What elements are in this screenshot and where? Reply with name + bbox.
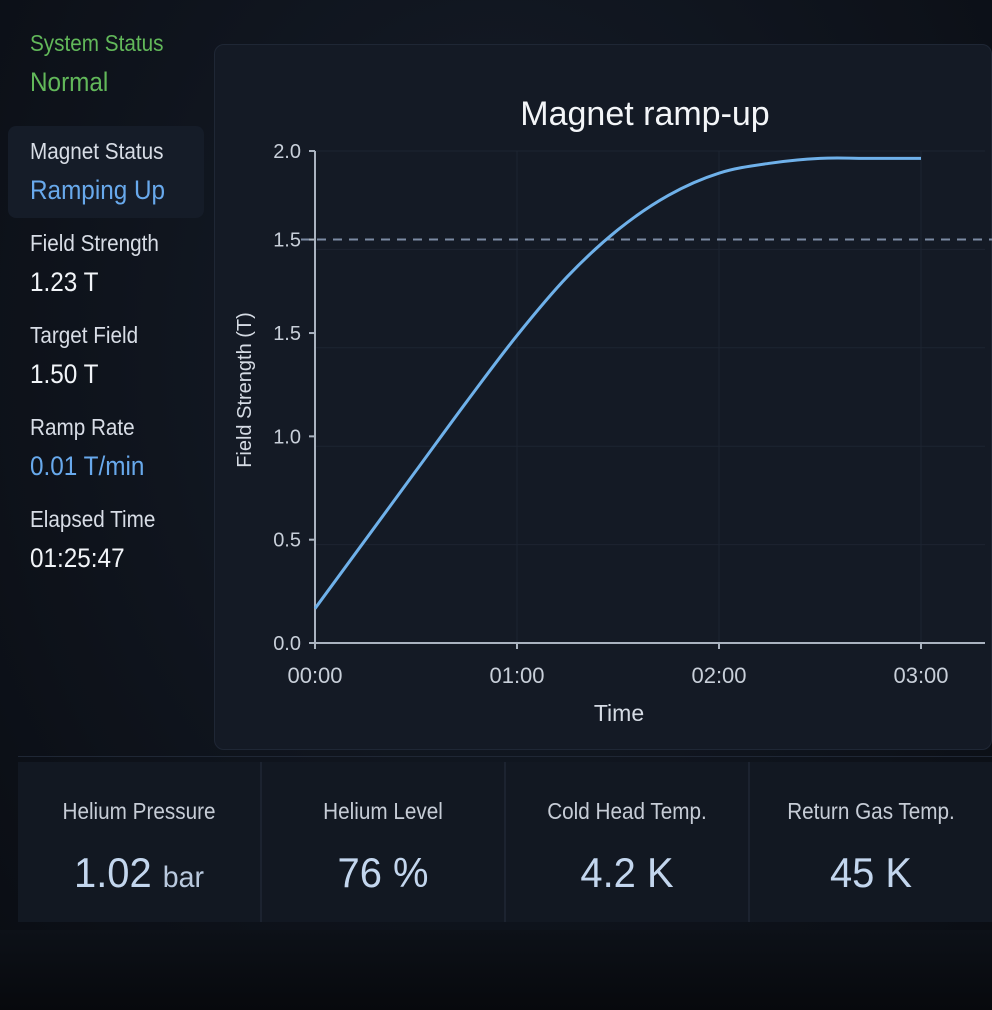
target-field-value: 1.50 T [30, 359, 99, 389]
field-strength-value: 1.23 T [30, 267, 99, 297]
y-tick-labels: 0.0 0.5 1.0 1.5 1.5 2.0 [273, 141, 315, 655]
y-tick-label: 1.5 [273, 230, 301, 252]
field-strength: Field Strength 1.23 T [8, 218, 204, 310]
screen-bezel [0, 930, 992, 1010]
magnet-status-value: Ramping Up [30, 175, 166, 205]
x-tick-labels: 00:00 01:00 02:00 03:00 [287, 643, 949, 688]
y-tick-label: 1.0 [273, 426, 301, 448]
target-field-label: Target Field [30, 322, 139, 348]
helium-pressure-card: Helium Pressure 1.02 bar [18, 762, 262, 922]
y-tick-label: 1.5 [273, 323, 301, 345]
section-divider [18, 756, 992, 757]
system-status: System Status Normal [8, 30, 204, 122]
y-tick-label: 2.0 [273, 141, 301, 163]
chart-title: Magnet ramp-up [520, 95, 769, 133]
y-tick-label: 0.0 [273, 633, 301, 655]
elapsed-time: Elapsed Time 01:25:47 [8, 494, 204, 586]
x-axis-label: Time [594, 700, 644, 726]
y-axis-label: Field Strength (T) [234, 312, 256, 468]
field-strength-label: Field Strength [30, 230, 159, 256]
ramp-rate: Ramp Rate 0.01 T/min [8, 402, 204, 494]
cold-head-temp-label: Cold Head Temp. [547, 798, 707, 824]
system-status-label: System Status [30, 30, 164, 56]
y-tick-label: 0.5 [273, 530, 301, 552]
return-gas-temp-label: Return Gas Temp. [787, 798, 955, 824]
elapsed-time-label: Elapsed Time [30, 506, 156, 532]
x-tick-label: 02:00 [691, 663, 746, 688]
x-tick-label: 01:00 [489, 663, 544, 688]
return-gas-temp-card: Return Gas Temp. 45 K [750, 762, 992, 922]
helium-pressure-value-wrap: 1.02 bar [24, 849, 254, 897]
system-status-value: Normal [30, 67, 109, 97]
helium-level-label: Helium Level [323, 798, 443, 824]
status-sidebar: System Status Normal Magnet Status Rampi… [8, 30, 204, 586]
x-tick-label: 03:00 [893, 663, 948, 688]
magnet-status[interactable]: Magnet Status Ramping Up [8, 126, 204, 218]
helium-pressure-value: 1.02 [74, 849, 152, 896]
elapsed-time-value: 01:25:47 [30, 543, 125, 573]
ramp-rate-value: 0.01 T/min [30, 451, 145, 481]
helium-pressure-label: Helium Pressure [62, 798, 216, 824]
return-gas-temp-value: 45 K [829, 849, 913, 896]
target-field: Target Field 1.50 T [8, 310, 204, 402]
helium-level-card: Helium Level 76 % [262, 762, 506, 922]
cold-head-temp-card: Cold Head Temp. 4.2 K [506, 762, 750, 922]
chart-grid [315, 150, 985, 643]
ramp-chart: 0.00.51.01.51.52.0 00:00 01:00 02:00 03:00 … [234, 95, 992, 726]
cold-head-temp-value: 4.2 K [580, 849, 674, 896]
helium-level-value: 76 % [337, 849, 429, 896]
x-tick-label: 00:00 [287, 663, 342, 688]
metrics-bar: Helium Pressure 1.02 bar Helium Level 76… [18, 762, 992, 922]
helium-pressure-unit: bar [162, 861, 204, 894]
chart-panel: 0.0 0.5 1.0 1.5 1.5 2.0 00:00 01:00 02:00 03:00 … [214, 44, 992, 750]
field-strength-line [313, 156, 921, 610]
ramp-rate-label: Ramp Rate [30, 414, 135, 440]
magnet-status-label: Magnet Status [30, 138, 164, 164]
